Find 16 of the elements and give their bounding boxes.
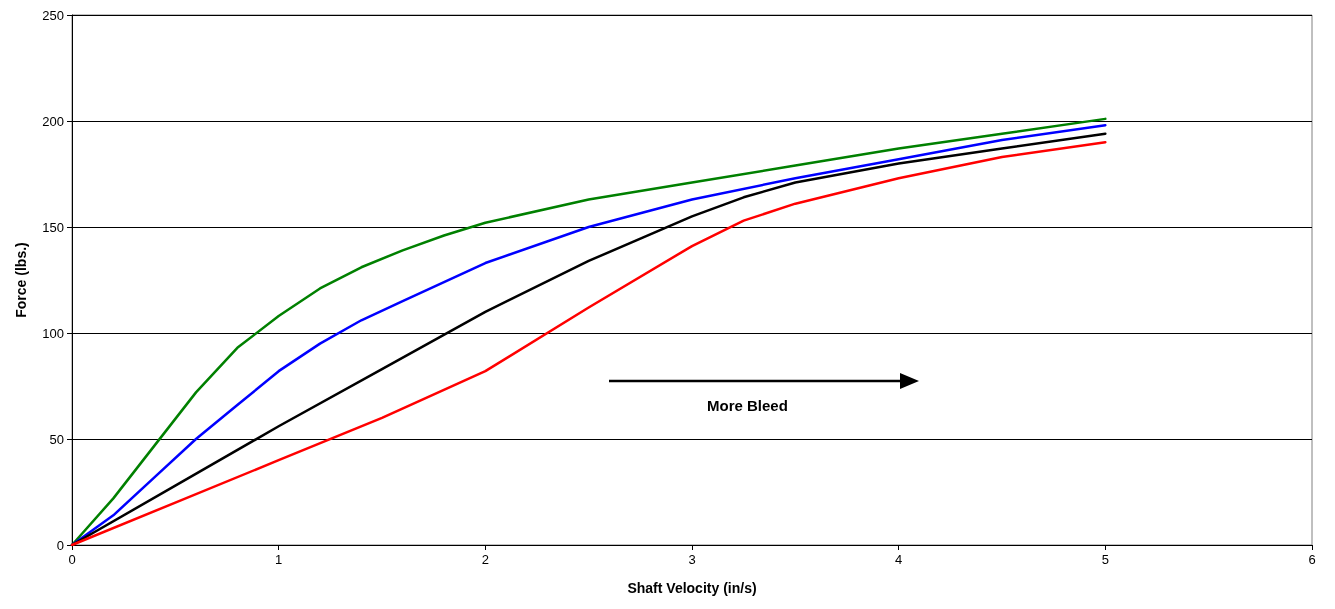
- y-tick-label: 150: [42, 219, 64, 235]
- x-tick-label: 1: [275, 552, 283, 567]
- y-tick-label: 50: [49, 431, 64, 447]
- x-tick-label: 0: [68, 552, 76, 567]
- annotation: More Bleed: [707, 397, 788, 414]
- x-tick-label: 2: [481, 552, 489, 567]
- y-tick-label: 0: [56, 537, 64, 553]
- y-tick-label: 100: [42, 325, 64, 341]
- x-tick-label: 6: [1308, 552, 1316, 567]
- y-axis-title: Force (lbs.): [13, 242, 29, 318]
- x-tick-label: 4: [895, 552, 903, 567]
- y-tick-label: 200: [42, 113, 64, 129]
- x-axis-title: Shaft Velocity (in/s): [627, 580, 757, 596]
- y-tick-label: 250: [42, 7, 64, 23]
- x-tick-label: 3: [688, 552, 696, 567]
- x-tick-label: 5: [1101, 552, 1109, 567]
